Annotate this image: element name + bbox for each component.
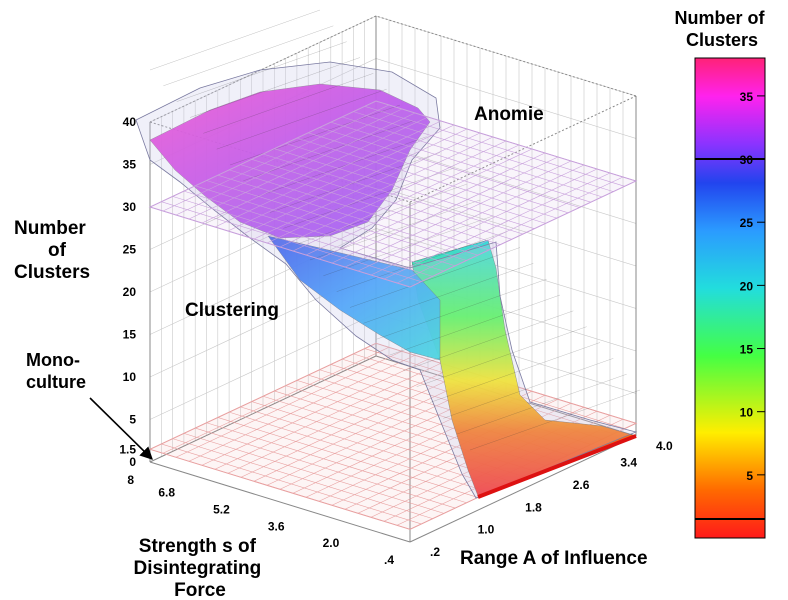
surface-middle [267, 235, 441, 361]
colorbar-tick-label: 10 [740, 406, 754, 420]
colorbar-markers [695, 158, 765, 521]
z-tick-label: 25 [123, 243, 137, 257]
x-tick-label: .4 [384, 553, 394, 567]
bottom-red-edge [477, 434, 637, 499]
monoculture-label: Mono- culture [26, 350, 86, 392]
z-tick-label: 5 [129, 413, 136, 427]
z-tick-label: 15 [123, 328, 137, 342]
z-tick-label: 10 [123, 370, 137, 384]
x-axis-ticks: 8 6.8 5.2 3.6 2.0 .4 [127, 473, 394, 567]
clustering-label: Clustering [185, 300, 279, 321]
z-tick-label: 30 [123, 200, 137, 214]
colorbar-tick-label: 25 [740, 216, 754, 230]
monoculture-arrow [89, 397, 153, 460]
y-tick-label: .2 [430, 545, 440, 559]
colorbar-tick-label: 20 [740, 279, 754, 293]
z-axis-ticks: 01.5 5 10 15 20 25 30 35 40 [119, 115, 136, 469]
anomie-plane [148, 100, 638, 288]
z-tick-label: 20 [123, 285, 137, 299]
colorbar-gradient [694, 57, 766, 539]
x-tick-label: 5.2 [213, 502, 230, 516]
colorbar-tick-label: 30 [740, 153, 754, 167]
y-tick-label: 1.8 [525, 500, 542, 514]
z-axis-label: Number of Clusters [14, 218, 91, 283]
x-tick-label: 3.6 [268, 519, 285, 533]
colorbar-tick-label: 5 [746, 469, 753, 483]
y-tick-label: 4.0 [656, 439, 673, 453]
colorbar-tick-label: 35 [740, 90, 754, 104]
x-tick-label: 2.0 [323, 536, 340, 550]
y-tick-label: 2.6 [573, 478, 590, 492]
z-tick-label: 35 [123, 158, 137, 172]
x-tick-label: 8 [127, 473, 134, 487]
colorbar-title: Number of Clusters [674, 8, 769, 50]
anomie-label: Anomie [474, 104, 544, 125]
z-tick-label: 40 [123, 115, 137, 129]
z-tick-label: 1.5 [119, 442, 136, 456]
z-tick-label: 0 [129, 455, 136, 469]
x-axis-label: Strength s of Disintegrating Force [133, 536, 266, 600]
colorbar-tick-label: 15 [740, 343, 754, 357]
colorbar: Number of Clusters 5 10 15 20 25 30 35 [674, 8, 769, 539]
colorbar-ticks: 5 10 15 20 25 30 35 [740, 90, 765, 483]
y-axis-label: Range A of Influence [460, 548, 648, 569]
y-tick-label: 3.4 [620, 456, 637, 470]
y-axis-ticks: .2 1.0 1.8 2.6 3.4 4.0 [430, 439, 673, 559]
y-tick-label: 1.0 [478, 523, 495, 537]
surface-cliff [411, 239, 637, 497]
x-tick-label: 6.8 [158, 486, 175, 500]
